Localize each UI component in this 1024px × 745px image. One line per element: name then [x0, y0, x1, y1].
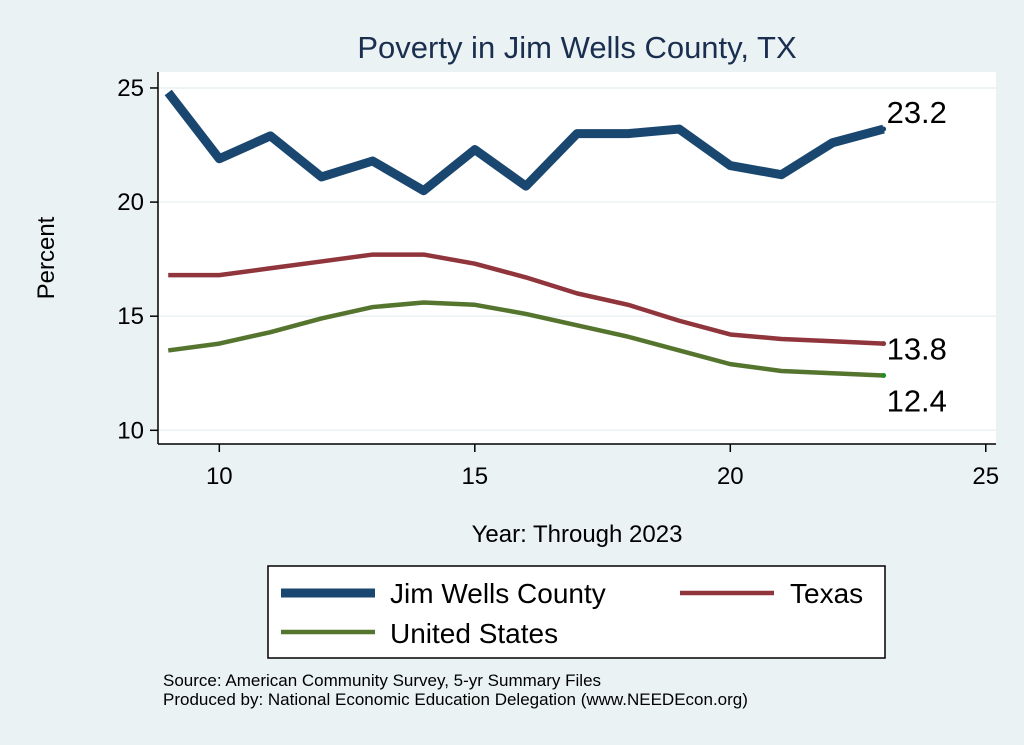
- legend-label-jim-wells: Jim Wells County: [390, 578, 606, 609]
- end-point-jim-wells-county: [881, 126, 887, 132]
- y-ticks: 10 15 20 25: [117, 75, 158, 444]
- end-label-jim-wells-county: 23.2: [887, 95, 947, 130]
- legend-box: [267, 565, 886, 659]
- x-ticks: 10 15 20 25: [206, 444, 999, 490]
- produced-by-line: Produced by: National Economic Education…: [163, 690, 748, 709]
- x-tick-label-15: 15: [461, 463, 488, 490]
- chart-title: Poverty in Jim Wells County, TX: [357, 30, 797, 65]
- end-label-texas: 13.8: [887, 332, 947, 367]
- x-tick-label-25: 25: [972, 463, 999, 490]
- end-labels: 23.2 13.8 12.4: [887, 95, 947, 418]
- source-line: Source: American Community Survey, 5-yr …: [163, 671, 602, 690]
- x-tick-label-20: 20: [717, 463, 744, 490]
- y-tick-label-25: 25: [117, 75, 144, 102]
- end-label-united-states: 12.4: [887, 384, 947, 419]
- source-note: Source: American Community Survey, 5-yr …: [163, 671, 748, 709]
- x-axis-label: Year: Through 2023: [472, 521, 683, 548]
- series-line-jim-wells-county: [164, 89, 885, 196]
- y-tick-label-10: 10: [117, 417, 144, 444]
- series-line-united-states: [167, 300, 884, 378]
- y-tick-label-20: 20: [117, 189, 144, 216]
- gridlines: [158, 87, 996, 432]
- end-point-texas: [881, 341, 887, 347]
- legend: Jim Wells County Texas United States: [267, 565, 886, 659]
- series-line-texas: [168, 252, 884, 346]
- x-tick-label-10: 10: [206, 463, 233, 490]
- series-lines: [164, 89, 887, 379]
- plot-area: [158, 72, 996, 444]
- end-point-united-states: [881, 373, 887, 379]
- legend-label-united-states: United States: [390, 618, 558, 649]
- y-axis-label: Percent: [33, 216, 60, 299]
- legend-label-texas: Texas: [790, 578, 863, 609]
- y-tick-label-15: 15: [117, 303, 144, 330]
